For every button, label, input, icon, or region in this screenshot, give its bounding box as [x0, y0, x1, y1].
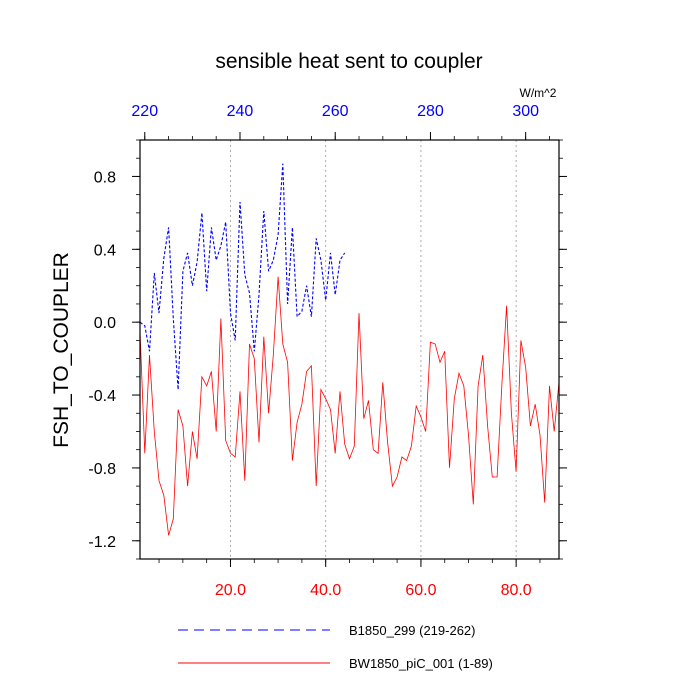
y-tick-label: -0.4 [88, 388, 116, 405]
x-bottom-tick-label: 80.0 [501, 582, 532, 599]
plot-frame [139, 139, 560, 560]
x-bottom-tick-label: 60.0 [405, 582, 436, 599]
series-line-1 [139, 163, 346, 390]
y-tick-label: -0.8 [88, 461, 116, 478]
y-axis-label: FSH_TO_COUPLER [50, 252, 73, 448]
series-layer [139, 163, 560, 536]
x-top-tick-label: 220 [131, 103, 158, 120]
y-tick-label: 0.8 [94, 169, 116, 186]
axes: 0.8 0.4 0.0 -0.4 -0.8 -1.2 20.0 40.0 60.0 80.0 220… [88, 103, 567, 599]
y-tick-label: 0.4 [94, 242, 116, 259]
legend: B1850_299 (219-262) BW1850_piC_001 (1-89) [178, 623, 493, 671]
x-bottom-tick-label: 20.0 [215, 582, 246, 599]
x-top-tick-label: 280 [417, 103, 444, 120]
x-top-tick-label: 260 [322, 103, 349, 120]
chart-title: sensible heat sent to coupler [215, 50, 482, 73]
x-top-tick-label: 240 [227, 103, 254, 120]
legend-label-1: B1850_299 (219-262) [349, 623, 476, 638]
top-axis-unit: W/m^2 [520, 86, 557, 100]
series-line-2 [139, 276, 560, 536]
x-top-tick-label: 300 [512, 103, 539, 120]
y-tick-label: 0.0 [94, 315, 116, 332]
x-bottom-tick-label: 40.0 [310, 582, 341, 599]
y-tick-label: -1.2 [88, 534, 116, 551]
legend-label-2: BW1850_piC_001 (1-89) [349, 656, 493, 671]
